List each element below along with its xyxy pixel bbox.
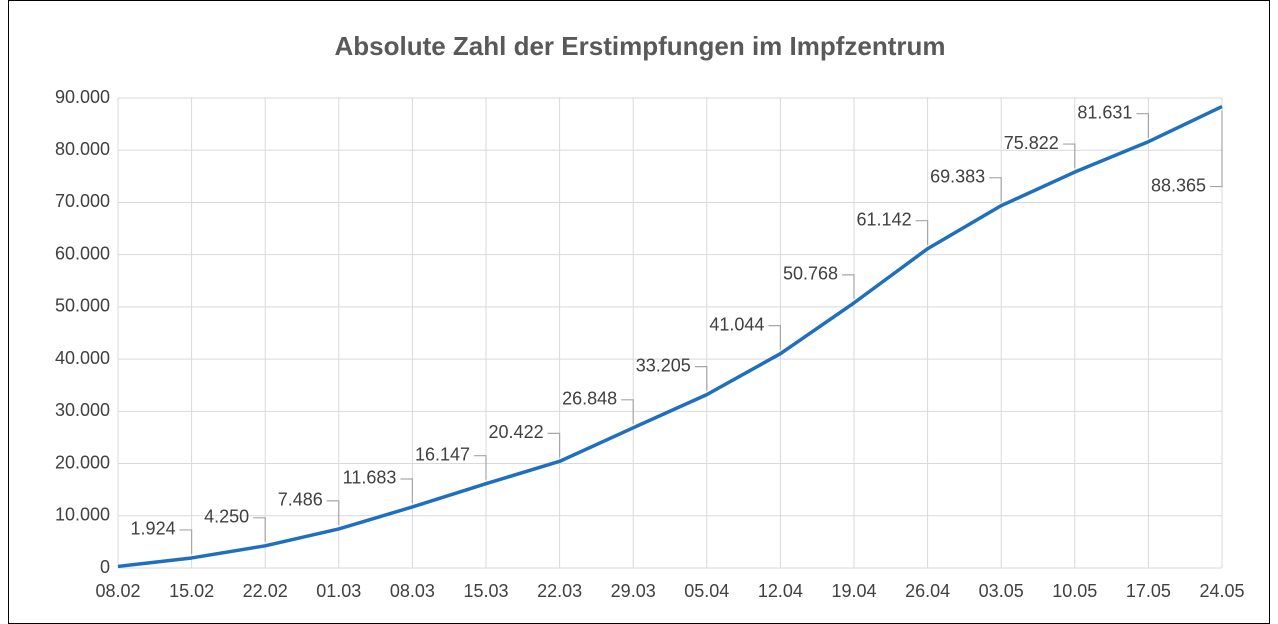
- data-label: 61.142: [857, 209, 912, 229]
- chart-frame: [8, 0, 1270, 624]
- data-label: 33.205: [636, 355, 691, 375]
- y-tick-label: 10.000: [55, 505, 110, 525]
- y-tick-label: 20.000: [55, 452, 110, 472]
- leader-line: [694, 365, 708, 391]
- y-tick-label: 50.000: [55, 296, 110, 316]
- data-label: 16.147: [415, 444, 470, 464]
- x-tick-label: 01.03: [316, 581, 361, 601]
- x-tick-label: 22.03: [537, 581, 582, 601]
- data-label: 50.768: [783, 264, 838, 284]
- leader-line: [253, 517, 266, 542]
- data-label: 41.044: [709, 314, 764, 334]
- leader-line: [400, 478, 413, 503]
- leader-line: [842, 274, 855, 299]
- x-tick-label: 22.02: [243, 581, 288, 601]
- x-tick-label: 15.02: [169, 581, 214, 601]
- leader-line: [179, 529, 193, 554]
- data-label: 81.631: [1077, 102, 1132, 122]
- y-tick-label: 80.000: [55, 139, 110, 159]
- leader-line: [547, 432, 561, 458]
- leader-line: [915, 220, 929, 245]
- leader-line: [989, 177, 1002, 202]
- leader-line: [1062, 143, 1076, 169]
- data-label: 26.848: [562, 389, 617, 409]
- x-tick-label: 17.05: [1126, 581, 1171, 601]
- data-label: 11.683: [343, 468, 397, 488]
- x-tick-label: 19.04: [831, 581, 876, 601]
- y-tick-label: 40.000: [55, 348, 110, 368]
- y-tick-label: 90.000: [55, 87, 110, 107]
- data-label: 7.486: [278, 490, 323, 510]
- data-label: 1.924: [131, 519, 176, 539]
- leader-line: [1136, 113, 1150, 138]
- leader-line: [768, 325, 782, 350]
- y-tick-label: 0: [100, 557, 110, 577]
- leader-line: [621, 399, 634, 424]
- x-tick-label: 26.04: [905, 581, 950, 601]
- x-tick-label: 05.04: [684, 581, 729, 601]
- data-label: 20.422: [489, 422, 544, 442]
- data-label: 88.365: [1151, 175, 1206, 195]
- leader-line: [326, 500, 340, 525]
- leader-line: [1210, 110, 1223, 188]
- x-tick-label: 03.05: [979, 581, 1024, 601]
- x-tick-label: 24.05: [1199, 581, 1244, 601]
- leader-line: [474, 455, 487, 480]
- y-tick-label: 70.000: [55, 191, 110, 211]
- x-tick-label: 29.03: [611, 581, 656, 601]
- chart-title: Absolute Zahl der Erstimpfungen im Impfz…: [334, 31, 945, 61]
- y-tick-label: 60.000: [55, 243, 110, 263]
- y-tick-label: 30.000: [55, 400, 110, 420]
- x-tick-label: 08.02: [95, 581, 140, 601]
- x-tick-label: 10.05: [1052, 581, 1097, 601]
- x-tick-label: 12.04: [758, 581, 803, 601]
- data-label: 75.822: [1004, 133, 1059, 153]
- x-tick-label: 15.03: [463, 581, 508, 601]
- data-label: 69.383: [930, 166, 985, 186]
- data-line: [117, 104, 1223, 569]
- data-label: 4.250: [204, 507, 249, 527]
- x-tick-label: 08.03: [390, 581, 435, 601]
